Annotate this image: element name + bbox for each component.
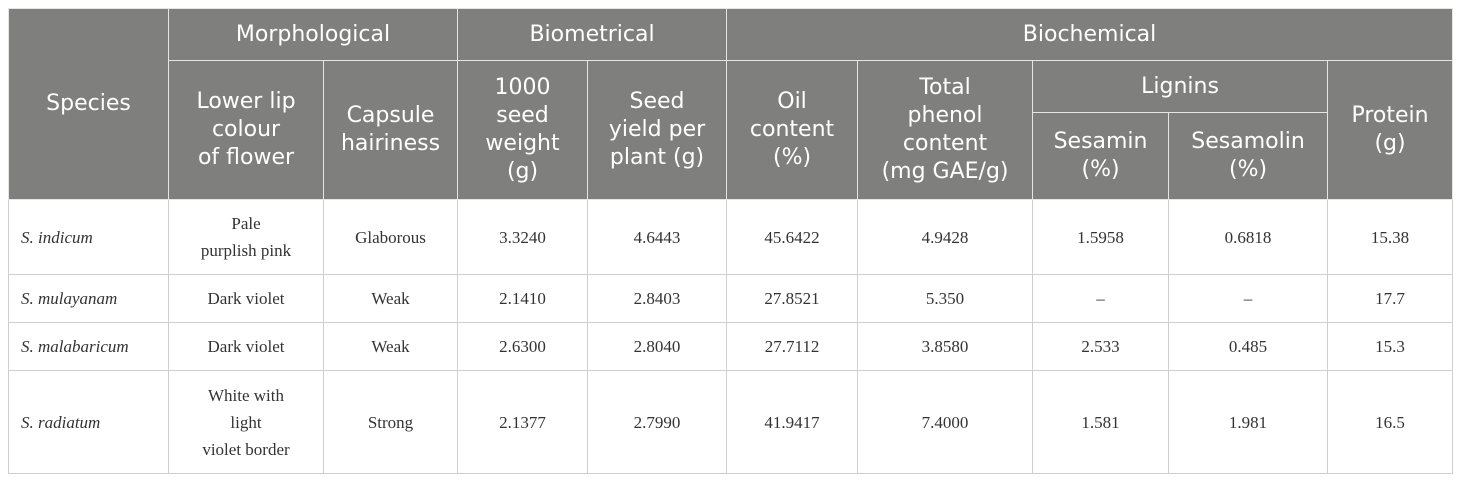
total-phenol-cell: 7.4000: [857, 370, 1034, 474]
species-traits-table: Species Morphological Biometrical Bioche…: [8, 8, 1454, 474]
table-row: S. malabaricum Dark violet Weak 2.6300 2…: [8, 322, 1454, 371]
data-table-container: Species Morphological Biometrical Bioche…: [8, 8, 1454, 474]
header-oil-content: Oil content (%): [726, 60, 859, 200]
oil-content-cell: 45.6422: [726, 199, 859, 275]
header-row-groups: Species Morphological Biometrical Bioche…: [8, 8, 1454, 200]
header-row-subcolumns: Sesamin (%) Sesamolin (%): [9, 112, 1453, 200]
table-row: S. radiatum White with light violet bord…: [8, 370, 1454, 474]
header-biometrical: Biometrical: [457, 8, 728, 61]
seed-weight-cell: 2.1410: [457, 274, 589, 323]
species-cell: S. indicum: [8, 199, 169, 275]
oil-content-cell: 41.9417: [726, 370, 859, 474]
protein-cell: 15.3: [1327, 322, 1454, 371]
seed-yield-cell: 4.6443: [587, 199, 728, 275]
capsule-hairiness-cell: Strong: [322, 370, 459, 474]
header-seed-yield: Seed yield per plant (g): [587, 60, 728, 200]
header-sesamin: Sesamin (%): [1032, 112, 1170, 200]
table-header: Species Morphological Biometrical Bioche…: [8, 8, 1454, 200]
header-row-columns: Lower lip colour of flower Capsule hairi…: [9, 60, 1454, 200]
total-phenol-cell: 4.9428: [857, 199, 1034, 275]
protein-cell: 16.5: [1327, 370, 1454, 474]
protein-cell: 17.7: [1327, 274, 1454, 323]
total-phenol-cell: 5.350: [857, 274, 1034, 323]
sesamin-cell: 1.5958: [1032, 199, 1170, 275]
table-row: S. mulayanam Dark violet Weak 2.1410 2.8…: [8, 274, 1454, 323]
sesamin-cell: 1.581: [1032, 370, 1170, 474]
header-biochemical: Biochemical: [726, 8, 1454, 61]
lower-lip-colour-cell: Dark violet: [168, 274, 324, 323]
oil-content-cell: 27.7112: [726, 322, 859, 371]
table-body: S. indicum Pale purplish pink Glaborous …: [8, 199, 1454, 474]
seed-yield-cell: 2.8040: [587, 322, 728, 371]
capsule-hairiness-cell: Weak: [322, 322, 459, 371]
lower-lip-colour-cell: Dark violet: [168, 322, 324, 371]
header-morphological: Morphological: [167, 8, 459, 61]
sesamolin-cell: 0.6818: [1168, 199, 1329, 275]
species-cell: S. radiatum: [8, 370, 169, 474]
sesamolin-cell: 0.485: [1168, 322, 1329, 371]
seed-weight-cell: 2.1377: [457, 370, 589, 474]
table-row: S. indicum Pale purplish pink Glaborous …: [8, 199, 1454, 275]
header-protein: Protein (g): [1327, 60, 1454, 200]
oil-content-cell: 27.8521: [726, 274, 859, 323]
species-cell: S. mulayanam: [8, 274, 169, 323]
total-phenol-cell: 3.8580: [857, 322, 1034, 371]
header-seed-weight: 1000 seed weight (g): [457, 60, 589, 200]
seed-yield-cell: 2.8403: [587, 274, 728, 323]
seed-yield-cell: 2.7990: [587, 370, 728, 474]
seed-weight-cell: 3.3240: [457, 199, 589, 275]
lower-lip-colour-cell: Pale purplish pink: [168, 199, 324, 275]
header-total-phenol: Total phenol content (mg GAE/g): [857, 60, 1034, 200]
seed-weight-cell: 2.6300: [457, 322, 589, 371]
capsule-hairiness-cell: Glaborous: [322, 199, 459, 275]
header-lower-lip-colour: Lower lip colour of flower: [168, 60, 324, 200]
header-capsule-hairiness: Capsule hairiness: [322, 60, 459, 200]
species-cell: S. malabaricum: [8, 322, 169, 371]
sesamin-cell: 2.533: [1032, 322, 1170, 371]
capsule-hairiness-cell: Weak: [322, 274, 459, 323]
protein-cell: 15.38: [1327, 199, 1454, 275]
header-sesamolin: Sesamolin (%): [1168, 112, 1329, 200]
lower-lip-colour-cell: White with light violet border: [168, 370, 324, 474]
header-lignins: Lignins: [1032, 60, 1329, 113]
header-species: Species: [8, 8, 169, 200]
sesamin-cell: –: [1032, 274, 1170, 323]
sesamolin-cell: –: [1168, 274, 1329, 323]
sesamolin-cell: 1.981: [1168, 370, 1329, 474]
